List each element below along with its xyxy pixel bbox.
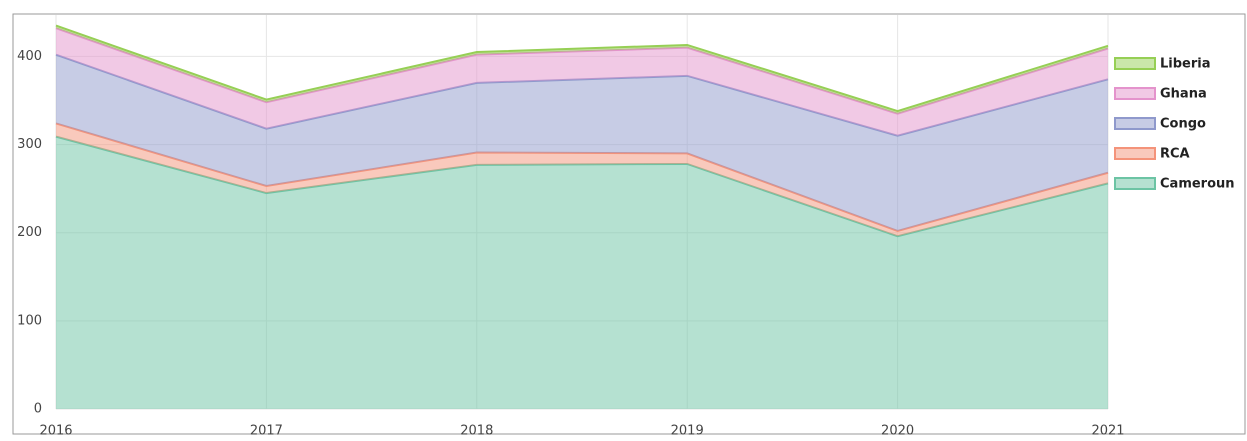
legend-swatch <box>1114 117 1156 130</box>
area-fill <box>56 28 1108 136</box>
y-tick-label: 100 <box>17 313 42 328</box>
legend: Cameroun RCA Congo Ghana Liberia <box>1114 57 1235 192</box>
legend-swatch <box>1114 147 1156 160</box>
x-tick-label: 2016 <box>39 424 72 439</box>
legend-label: Liberia <box>1160 57 1211 72</box>
x-tick-label: 2019 <box>671 424 704 439</box>
legend-label: Congo <box>1160 117 1206 132</box>
legend-swatch <box>1114 87 1156 100</box>
x-tick-label: 2021 <box>1091 424 1124 439</box>
legend-label: Ghana <box>1160 87 1207 102</box>
y-tick-label: 0 <box>34 402 42 417</box>
x-tick-label: 2020 <box>881 424 914 439</box>
y-tick-label: 300 <box>17 137 42 152</box>
legend-swatch <box>1114 57 1156 70</box>
area-fill <box>56 136 1108 410</box>
legend-swatch <box>1114 177 1156 190</box>
area-line <box>55 24 1109 113</box>
x-tick-label: 2018 <box>460 424 493 439</box>
legend-label: RCA <box>1160 147 1190 162</box>
x-tick-label: 2017 <box>250 424 283 439</box>
frame <box>12 13 1246 435</box>
y-tick-label: 400 <box>17 49 42 64</box>
y-tick-label: 200 <box>17 225 42 240</box>
area-fill <box>56 54 1108 231</box>
legend-label: Cameroun <box>1160 177 1235 192</box>
